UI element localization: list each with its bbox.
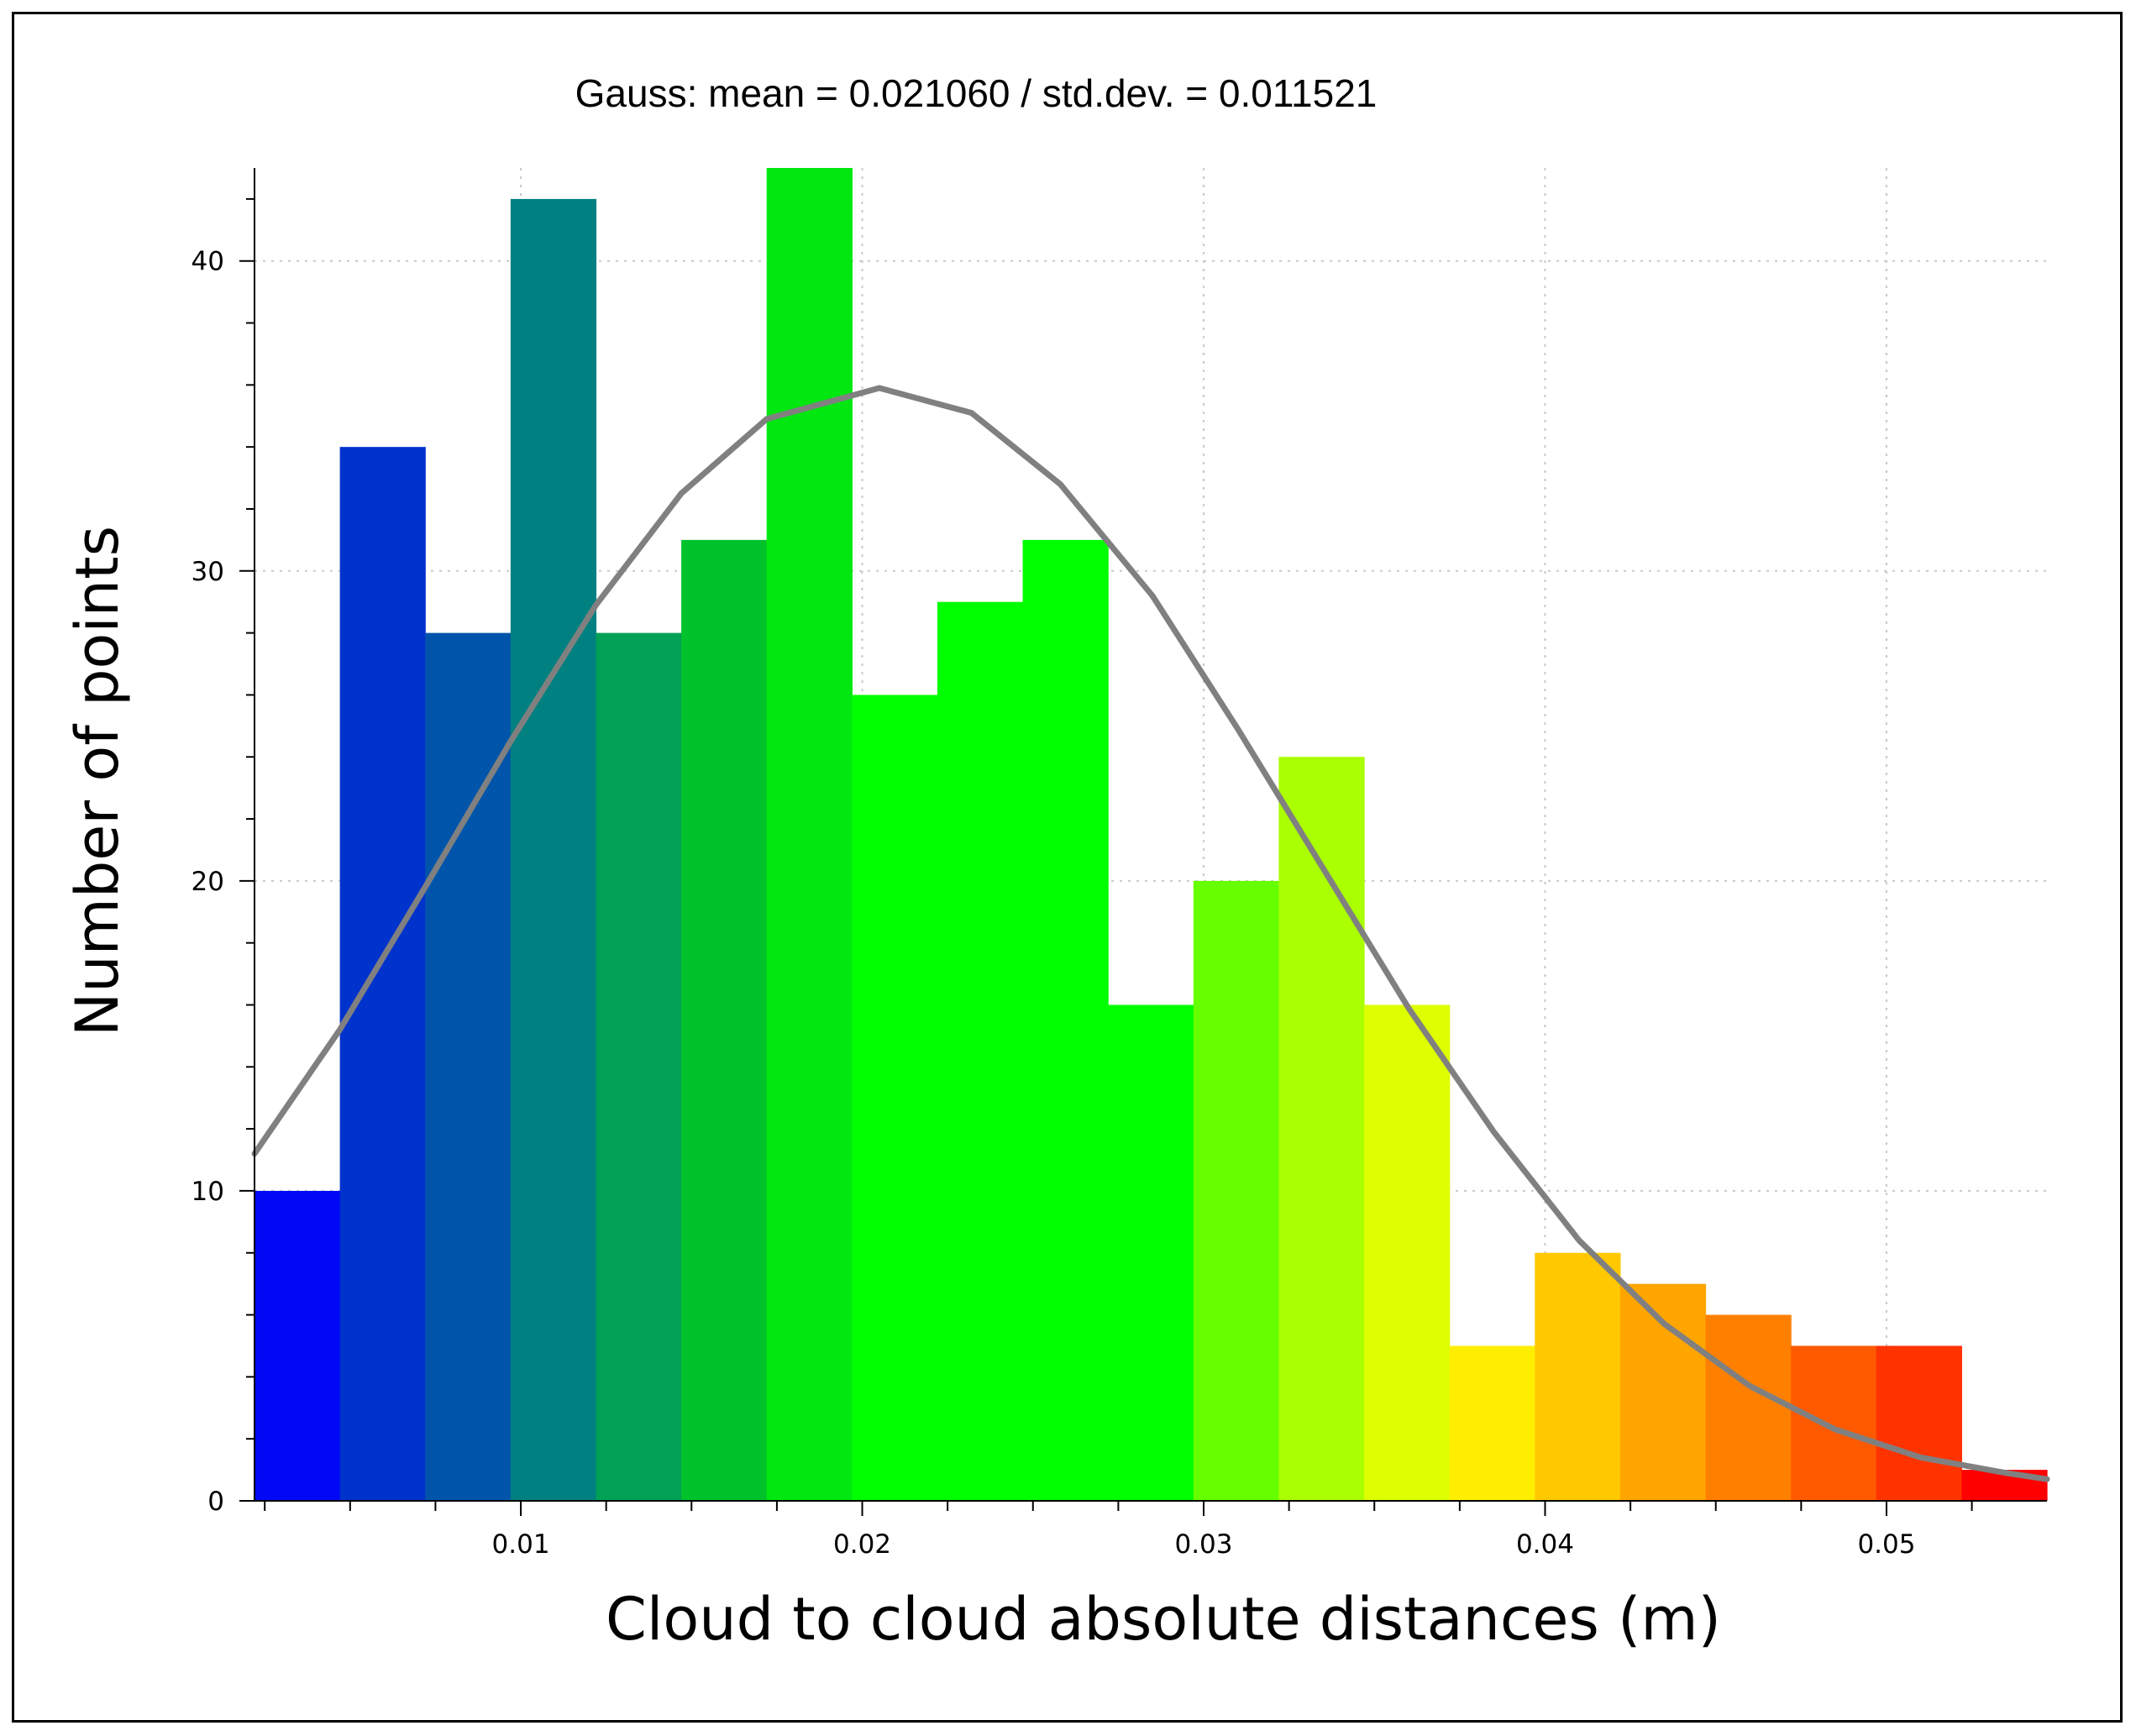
histogram-bar bbox=[1535, 1252, 1621, 1501]
histogram-bar bbox=[339, 447, 426, 1501]
histogram-bar bbox=[937, 601, 1024, 1501]
x-tick-label: 0.03 bbox=[1174, 1529, 1232, 1560]
x-axis-label: Cloud to cloud absolute distances (m) bbox=[606, 1585, 1721, 1654]
histogram-bar bbox=[1022, 539, 1109, 1501]
histogram-bar bbox=[1108, 1004, 1194, 1501]
gauss-curve-layer bbox=[251, 385, 2050, 1482]
histogram-bar bbox=[255, 1190, 341, 1501]
histogram-bar bbox=[1278, 757, 1365, 1501]
histogram-bar bbox=[1364, 1004, 1451, 1501]
y-tick-label: 0 bbox=[207, 1487, 224, 1517]
histogram-bar bbox=[1876, 1345, 1962, 1501]
y-tick-label: 20 bbox=[192, 867, 224, 897]
gauss-curve-line bbox=[251, 385, 2050, 1482]
histogram-bar bbox=[852, 695, 938, 1501]
y-tick-labels: 0 10 20 30 40 bbox=[192, 247, 224, 1517]
y-axis-label: Number of points bbox=[63, 526, 132, 1036]
y-tick-label: 30 bbox=[192, 557, 224, 587]
y-tick-label: 10 bbox=[192, 1177, 224, 1207]
histogram-bar bbox=[1619, 1283, 1707, 1501]
x-tick-label: 0.01 bbox=[492, 1529, 550, 1560]
y-tick-label: 40 bbox=[192, 247, 224, 277]
histogram-bar bbox=[1449, 1345, 1535, 1501]
axes-layer bbox=[239, 168, 2047, 1516]
histogram-bar bbox=[681, 539, 768, 1501]
histogram-bar bbox=[425, 632, 512, 1501]
histogram-bar bbox=[510, 198, 597, 1501]
x-tick-label: 0.05 bbox=[1857, 1529, 1915, 1560]
histogram-bar bbox=[1705, 1314, 1792, 1501]
x-tick-labels: 0.01 0.02 0.03 0.04 0.05 bbox=[492, 1529, 1916, 1560]
histogram-bar bbox=[596, 632, 682, 1501]
histogram-bar bbox=[1791, 1345, 1877, 1501]
x-tick-label: 0.02 bbox=[833, 1529, 891, 1560]
chart-title: Gauss: mean = 0.021060 / std.dev. = 0.01… bbox=[575, 71, 1378, 115]
histogram-bar bbox=[1193, 880, 1280, 1501]
histogram-bar bbox=[766, 168, 853, 1501]
x-tick-label: 0.04 bbox=[1516, 1529, 1574, 1560]
bars-layer bbox=[255, 168, 2048, 1501]
